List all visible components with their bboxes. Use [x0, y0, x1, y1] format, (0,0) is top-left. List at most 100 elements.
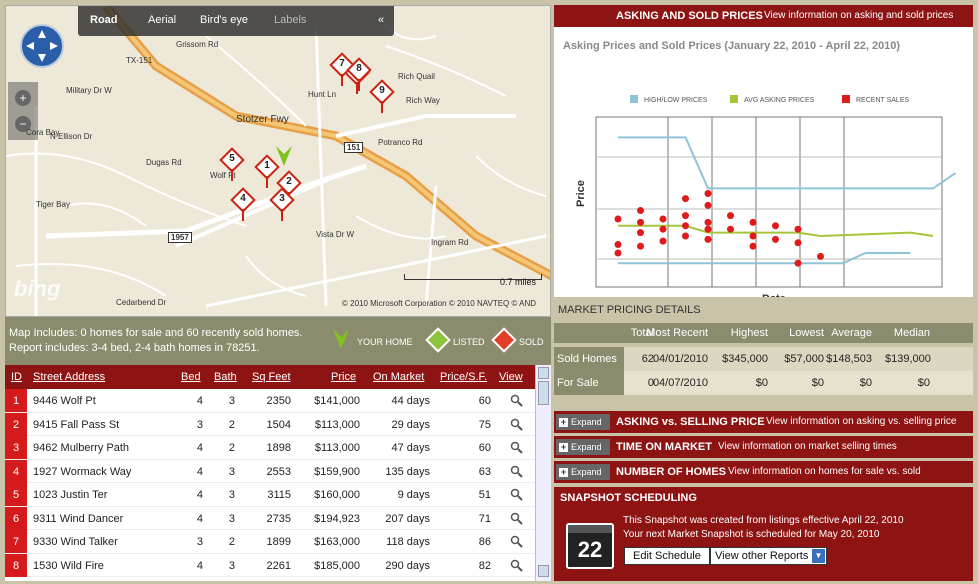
cell-sqft: 1898 [266, 442, 291, 454]
magnifier-icon[interactable] [510, 512, 523, 525]
bing-logo: bing [14, 276, 61, 301]
legend-swatch [630, 95, 638, 103]
edit-schedule-button[interactable]: Edit Schedule [624, 547, 710, 565]
sales-point [772, 235, 779, 243]
table-scrollbar[interactable] [535, 365, 551, 581]
table-row[interactable]: 5 1023 Justin Ter 4 3 3115 $160,000 9 days 51 [5, 483, 535, 507]
map-pin[interactable]: 8 [346, 57, 372, 91]
plus-icon: + [559, 417, 568, 427]
expand-button[interactable]: + Expand [556, 439, 610, 455]
cell-sqft: 1504 [266, 418, 291, 431]
cell-market: 290 days [385, 559, 430, 572]
cell-address: 1927 Wormack Way [33, 465, 132, 478]
sales-point [614, 249, 622, 257]
sales-point [614, 241, 622, 248]
col-sqft[interactable]: Sq Feet [252, 371, 291, 383]
section-desc: View information on asking vs. selling p… [766, 416, 957, 427]
road-label: Ingram Rd [431, 238, 469, 247]
map-pin[interactable]: 5 [219, 147, 245, 181]
table-row[interactable]: 1 9446 Wolf Pt 4 3 2350 $141,000 44 days 60 [5, 389, 535, 413]
magnifier-icon[interactable] [510, 535, 523, 548]
left-panel: Road Aerial Bird's eye Labels « + − Stot… [5, 5, 551, 581]
magnifier-icon[interactable] [510, 559, 523, 572]
cell-psf: 86 [478, 536, 491, 548]
map-pin[interactable]: 1 [254, 154, 280, 188]
schedule-title: SNAPSHOT SCHEDULING [560, 492, 697, 504]
table-row[interactable]: 3 9462 Mulberry Path 4 2 1898 $113,000 47 days… [5, 436, 535, 460]
col-id[interactable]: ID [11, 371, 22, 383]
tab-aerial[interactable]: Aerial [148, 14, 177, 26]
cell-bed: 4 [196, 559, 203, 572]
magnifier-icon[interactable] [510, 394, 523, 407]
map-pin[interactable]: 9 [369, 79, 395, 113]
col-view[interactable]: View [499, 371, 523, 383]
pricing-cell: $0 [811, 377, 824, 389]
expand-button[interactable]: + Expand [556, 414, 610, 430]
cell-price: $113,000 [314, 418, 360, 431]
cell-sqft: 2735 [266, 512, 291, 525]
cell-market: 207 days [385, 512, 430, 525]
scroll-up-button[interactable] [538, 367, 549, 379]
sales-point [682, 222, 689, 230]
series-line-high [618, 136, 957, 190]
table-row[interactable]: 2 9415 Fall Pass St 3 2 1504 $113,000 29 days 7… [5, 412, 535, 436]
section-desc: View information on market selling times [718, 441, 897, 452]
highway-shield: 151 [344, 142, 364, 153]
tab-birds-eye[interactable]: Bird's eye [200, 14, 248, 26]
sales-point [637, 242, 644, 250]
cell-bed: 3 [196, 418, 203, 431]
cell-bed: 4 [196, 489, 203, 501]
cell-price: $185,000 [314, 559, 360, 572]
magnifier-icon[interactable] [510, 441, 523, 454]
col-bath[interactable]: Bath [214, 371, 237, 383]
other-reports-select[interactable]: View other Reports ▼ [710, 547, 827, 565]
magnifier-icon[interactable] [510, 418, 523, 431]
pricing-col-header: Total [630, 327, 654, 339]
table-row[interactable]: 4 1927 Wormack Way 4 3 2553 $159,900 135 days 6… [5, 459, 535, 483]
magnifier-icon[interactable] [510, 488, 523, 501]
table-row[interactable]: 6 9311 Wind Dancer 4 3 2735 $194,923 207 days 7… [5, 506, 535, 530]
scroll-down-button[interactable] [538, 565, 549, 577]
col-address[interactable]: Street Address [33, 371, 106, 383]
map-pin[interactable]: 3 [269, 187, 295, 221]
col-bed[interactable]: Bed [181, 371, 201, 383]
col-on-market[interactable]: On Market [373, 371, 425, 383]
x-axis-label: Date [762, 293, 786, 297]
cell-sqft: 3115 [267, 489, 291, 501]
map-view[interactable]: Road Aerial Bird's eye Labels « + − Stot… [5, 5, 551, 317]
tab-labels[interactable]: Labels [274, 14, 307, 26]
zoom-in-button[interactable]: + [15, 90, 31, 106]
table-row[interactable]: 7 9330 Wind Talker 3 2 1899 $163,000 118 days 8… [5, 530, 535, 554]
col-price[interactable]: Price [331, 371, 357, 383]
sales-point [817, 252, 824, 260]
price-chart: Asking Prices and Sold Prices (January 2… [554, 27, 973, 297]
map-pan-control[interactable] [20, 24, 64, 68]
tab-road[interactable]: Road [90, 14, 118, 26]
pricing-col-header: Median [893, 327, 930, 339]
your-home-marker-icon [276, 146, 292, 166]
sales-point [749, 232, 757, 240]
cell-price: $194,923 [314, 512, 360, 525]
table-row[interactable]: 8 1530 Wild Fire 4 3 2261 $185,000 290 days 82 [5, 553, 535, 577]
calendar-icon: 22 [566, 523, 614, 569]
expand-section: + Expand NUMBER OF HOMES View information… [554, 461, 973, 483]
cell-price: $163,000 [314, 536, 360, 548]
map-pin[interactable]: 4 [230, 187, 256, 221]
road-label: Vista Dr W [316, 230, 355, 239]
map-pin[interactable]: 7 [329, 52, 355, 86]
cell-market: 47 days [391, 442, 430, 454]
col-price-sf[interactable]: Price/S.F. [440, 371, 488, 383]
legend-label: HIGH/LOW PRICES [644, 97, 708, 104]
map-info-bar: Map Includes: 0 homes for sale and 60 re… [5, 317, 551, 365]
zoom-out-button[interactable]: − [15, 116, 31, 132]
expand-section: + Expand ASKING vs. SELLING PRICE View in… [554, 411, 973, 433]
zoom-control: + − [8, 82, 38, 140]
expand-button[interactable]: + Expand [556, 464, 610, 480]
collapse-toolbar-button[interactable]: « [378, 14, 385, 26]
cell-sqft: 2553 [266, 465, 291, 478]
magnifier-icon[interactable] [510, 465, 523, 478]
cell-bed: 4 [196, 465, 203, 478]
sales-point [682, 232, 689, 240]
scroll-thumb[interactable] [538, 381, 549, 405]
section-title: TIME ON MARKET [616, 441, 712, 453]
